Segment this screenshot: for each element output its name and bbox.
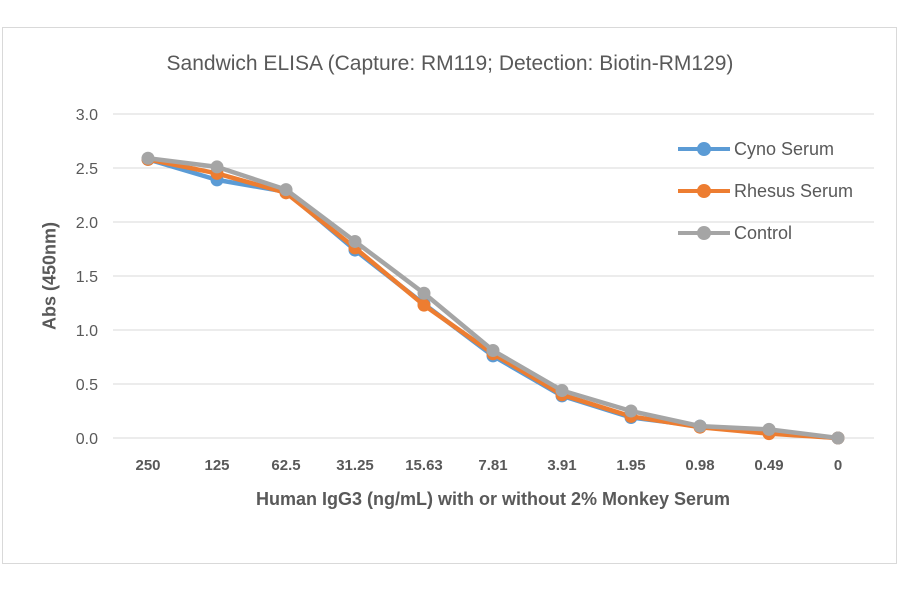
- x-axis-label: Human IgG3 (ng/mL) with or without 2% Mo…: [255, 489, 731, 509]
- legend-item-cyno: Cyno Serum: [678, 128, 853, 170]
- legend-label: Control: [734, 222, 793, 243]
- x-tick-label: 15.63: [405, 457, 443, 474]
- legend-marker-icon: [678, 139, 730, 159]
- data-point: [141, 151, 155, 165]
- data-point: [693, 419, 707, 433]
- x-tick-label: 31.25: [336, 457, 374, 474]
- y-tick-label: 1.5: [76, 269, 98, 286]
- x-tick-label: 250: [135, 457, 160, 474]
- x-tick-label: 7.81: [478, 457, 507, 474]
- data-point: [210, 160, 224, 174]
- y-tick-label: 0.5: [76, 377, 98, 394]
- y-tick-label: 3.0: [76, 107, 98, 124]
- legend-item-rhesus: Rhesus Serum: [678, 170, 853, 212]
- data-point: [831, 431, 845, 445]
- chart-title: Sandwich ELISA (Capture: RM119; Detectio…: [166, 52, 734, 75]
- legend-marker-icon: [678, 181, 730, 201]
- y-tick-label: 1.0: [76, 323, 98, 340]
- chart-frame: [2, 27, 897, 564]
- x-tick-label: 0: [834, 457, 842, 474]
- legend-label: Cyno Serum: [734, 138, 835, 159]
- data-point: [762, 422, 776, 436]
- y-tick-label: 2.5: [76, 161, 98, 178]
- data-point: [555, 383, 569, 397]
- legend-marker-icon: [678, 223, 730, 243]
- data-point: [417, 286, 431, 300]
- x-tick-label: 0.49: [754, 457, 783, 474]
- legend-item-control: Control: [678, 212, 853, 254]
- x-tick-label: 1.95: [616, 457, 645, 474]
- data-point: [279, 183, 293, 197]
- y-tick-label: 0.0: [76, 431, 98, 448]
- y-tick-label: 2.0: [76, 215, 98, 232]
- x-tick-label: 3.91: [547, 457, 576, 474]
- legend: Cyno Serum Rhesus Serum Control: [678, 128, 853, 254]
- data-point: [348, 234, 362, 248]
- data-point: [624, 404, 638, 418]
- x-tick-label: 0.98: [685, 457, 714, 474]
- x-tick-label: 62.5: [271, 457, 300, 474]
- data-point: [486, 344, 500, 358]
- legend-label: Rhesus Serum: [734, 180, 854, 201]
- data-point: [417, 298, 431, 312]
- x-tick-label: 125: [204, 457, 229, 474]
